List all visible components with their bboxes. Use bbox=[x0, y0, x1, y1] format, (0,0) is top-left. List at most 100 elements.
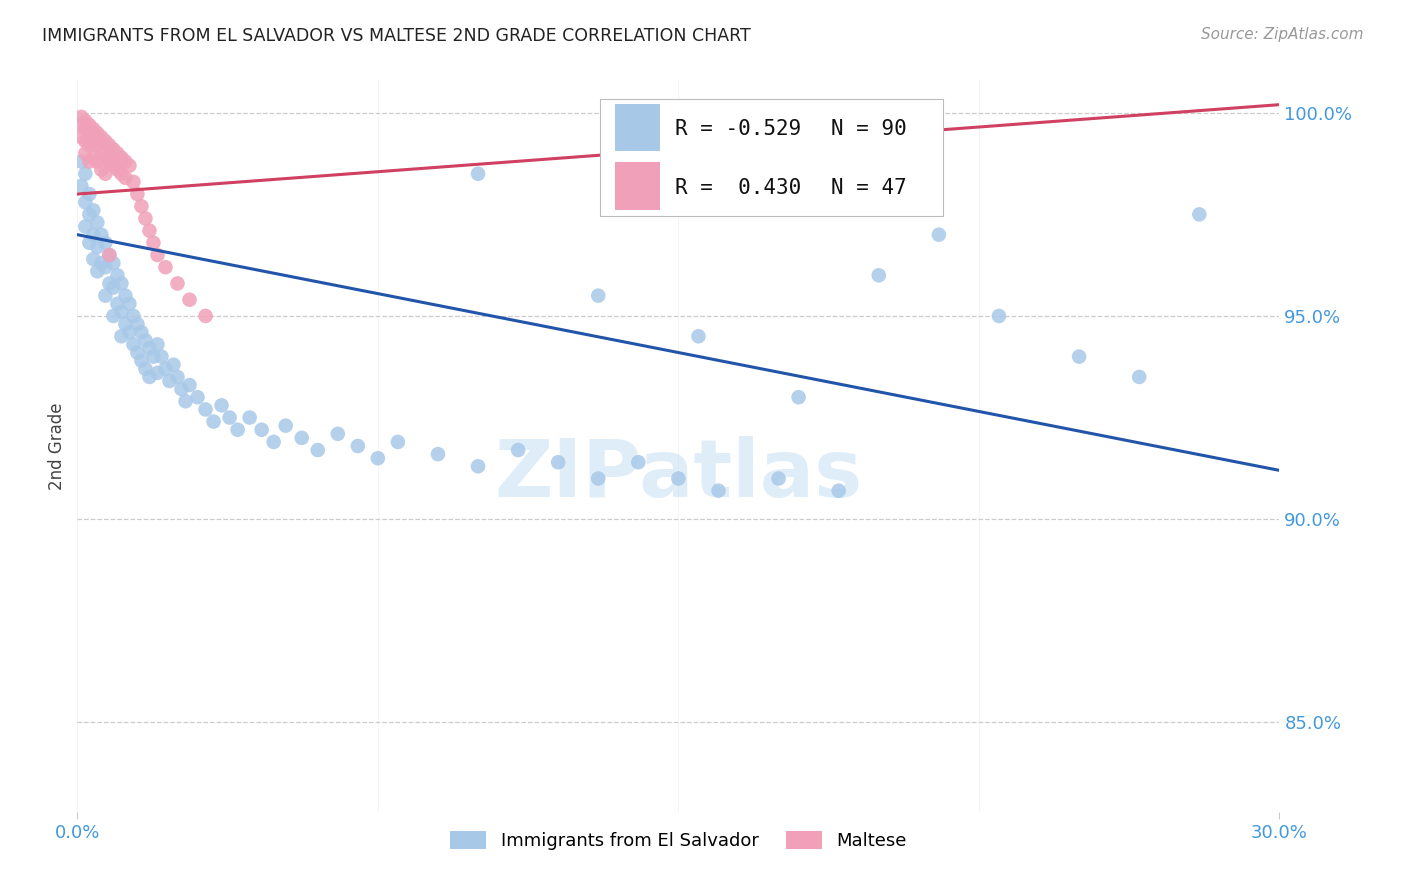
Point bbox=[146, 337, 169, 351]
Point bbox=[768, 471, 790, 485]
Point bbox=[627, 455, 650, 469]
Point bbox=[79, 235, 101, 250]
Point bbox=[427, 447, 450, 461]
Point bbox=[307, 443, 329, 458]
Point bbox=[107, 297, 129, 311]
Text: N = 47: N = 47 bbox=[831, 178, 907, 198]
Point bbox=[186, 390, 209, 404]
Point bbox=[86, 264, 108, 278]
Point bbox=[82, 134, 104, 148]
Point bbox=[928, 227, 950, 242]
Point bbox=[211, 398, 233, 412]
Point bbox=[118, 159, 141, 173]
Point bbox=[179, 378, 201, 392]
Point bbox=[131, 353, 153, 368]
Point bbox=[86, 154, 108, 169]
Point bbox=[90, 146, 112, 161]
Point bbox=[146, 248, 169, 262]
Point bbox=[174, 394, 197, 409]
Point bbox=[75, 134, 97, 148]
Point bbox=[688, 329, 710, 343]
Text: IMMIGRANTS FROM EL SALVADOR VS MALTESE 2ND GRADE CORRELATION CHART: IMMIGRANTS FROM EL SALVADOR VS MALTESE 2… bbox=[42, 27, 751, 45]
Point bbox=[159, 374, 181, 388]
Text: R =  0.430: R = 0.430 bbox=[675, 178, 801, 198]
Point bbox=[155, 361, 177, 376]
Point bbox=[94, 235, 117, 250]
Text: R = -0.529: R = -0.529 bbox=[675, 120, 801, 139]
Point bbox=[1069, 350, 1091, 364]
Point bbox=[107, 268, 129, 283]
Point bbox=[70, 110, 93, 124]
Point bbox=[347, 439, 370, 453]
Point bbox=[86, 126, 108, 140]
FancyBboxPatch shape bbox=[614, 103, 661, 152]
Point bbox=[114, 154, 136, 169]
Point bbox=[118, 297, 141, 311]
Point bbox=[166, 277, 188, 291]
Point bbox=[79, 138, 101, 153]
Point bbox=[75, 219, 97, 234]
Point bbox=[79, 118, 101, 132]
Point bbox=[127, 345, 149, 359]
Point bbox=[82, 203, 104, 218]
Point bbox=[98, 138, 121, 153]
Point bbox=[103, 280, 125, 294]
Point bbox=[94, 288, 117, 302]
Point bbox=[107, 162, 129, 177]
Point bbox=[110, 277, 132, 291]
Point bbox=[142, 350, 165, 364]
Point bbox=[367, 451, 389, 466]
Text: N = 90: N = 90 bbox=[831, 120, 907, 139]
Point bbox=[90, 227, 112, 242]
Point bbox=[98, 248, 121, 262]
Point bbox=[94, 260, 117, 275]
Point bbox=[588, 288, 610, 302]
Point bbox=[988, 309, 1011, 323]
Point bbox=[202, 415, 225, 429]
Point bbox=[162, 358, 184, 372]
Point bbox=[118, 325, 141, 339]
Point bbox=[263, 434, 285, 449]
Point bbox=[75, 167, 97, 181]
Point bbox=[90, 130, 112, 145]
Point bbox=[194, 309, 217, 323]
Point bbox=[86, 240, 108, 254]
Point bbox=[142, 235, 165, 250]
FancyBboxPatch shape bbox=[600, 99, 943, 216]
Point bbox=[75, 146, 97, 161]
Point bbox=[166, 370, 188, 384]
Point bbox=[274, 418, 297, 433]
Point bbox=[146, 366, 169, 380]
Legend: Immigrants from El Salvador, Maltese: Immigrants from El Salvador, Maltese bbox=[443, 823, 914, 857]
Point bbox=[114, 317, 136, 331]
Point bbox=[90, 256, 112, 270]
Text: Source: ZipAtlas.com: Source: ZipAtlas.com bbox=[1201, 27, 1364, 42]
Point bbox=[547, 455, 569, 469]
Point bbox=[387, 434, 409, 449]
Point bbox=[75, 114, 97, 128]
Point bbox=[94, 167, 117, 181]
Point bbox=[508, 443, 530, 458]
Point bbox=[127, 317, 149, 331]
Point bbox=[1128, 370, 1150, 384]
Point bbox=[828, 483, 851, 498]
Point bbox=[103, 309, 125, 323]
Point bbox=[79, 126, 101, 140]
Point bbox=[122, 337, 145, 351]
Point bbox=[110, 151, 132, 165]
Point bbox=[110, 329, 132, 343]
Point bbox=[75, 122, 97, 136]
Point bbox=[707, 483, 730, 498]
Point bbox=[79, 154, 101, 169]
Point bbox=[90, 162, 112, 177]
Point bbox=[627, 110, 650, 124]
Point bbox=[86, 215, 108, 229]
Point bbox=[291, 431, 314, 445]
Point bbox=[107, 146, 129, 161]
Point bbox=[82, 227, 104, 242]
Point bbox=[239, 410, 262, 425]
Point bbox=[110, 305, 132, 319]
Point bbox=[75, 195, 97, 210]
Point bbox=[179, 293, 201, 307]
Point bbox=[250, 423, 273, 437]
